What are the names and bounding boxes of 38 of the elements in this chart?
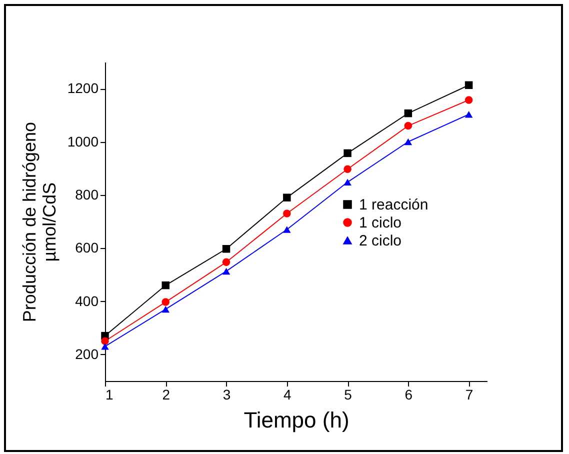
point — [283, 194, 291, 202]
point — [344, 165, 352, 173]
point — [222, 268, 230, 275]
point — [283, 210, 291, 218]
x-tick-label: 7 — [465, 386, 474, 402]
y-tick-label: 1200 — [67, 80, 99, 96]
point — [101, 337, 109, 345]
point — [162, 298, 170, 306]
y-tick-label: 200 — [75, 346, 99, 362]
legend-label: 1 ciclo — [359, 214, 402, 232]
x-tick-label: 5 — [344, 386, 352, 402]
y-tick-label: 400 — [75, 292, 99, 309]
point — [344, 149, 352, 158]
point — [404, 138, 412, 146]
y-tick-label: 600 — [75, 240, 99, 256]
point — [222, 258, 230, 266]
point — [283, 226, 291, 233]
point — [464, 81, 473, 89]
x-tick-label: 2 — [162, 386, 170, 402]
point — [404, 109, 412, 118]
y-axis-title: Producción de hidrógeno µmol/CdS — [19, 122, 60, 322]
point — [464, 111, 473, 118]
x-tick-label: 4 — [284, 386, 292, 402]
x-axis-title: Tiempo (h) — [244, 408, 350, 432]
x-tick-label: 6 — [404, 386, 413, 402]
legend-label: 1 reacción — [359, 196, 428, 214]
point — [101, 343, 109, 350]
point — [162, 306, 170, 313]
y-tick-label: 800 — [75, 186, 99, 202]
point — [162, 281, 170, 290]
y-tick-label: 1000 — [67, 133, 99, 150]
x-tick-label: 3 — [222, 386, 231, 402]
x-tick-label: 1 — [106, 386, 114, 402]
point — [464, 96, 473, 104]
legend-label: 2 ciclo — [359, 232, 402, 250]
point — [222, 245, 230, 253]
point — [404, 122, 412, 130]
point — [344, 178, 352, 186]
